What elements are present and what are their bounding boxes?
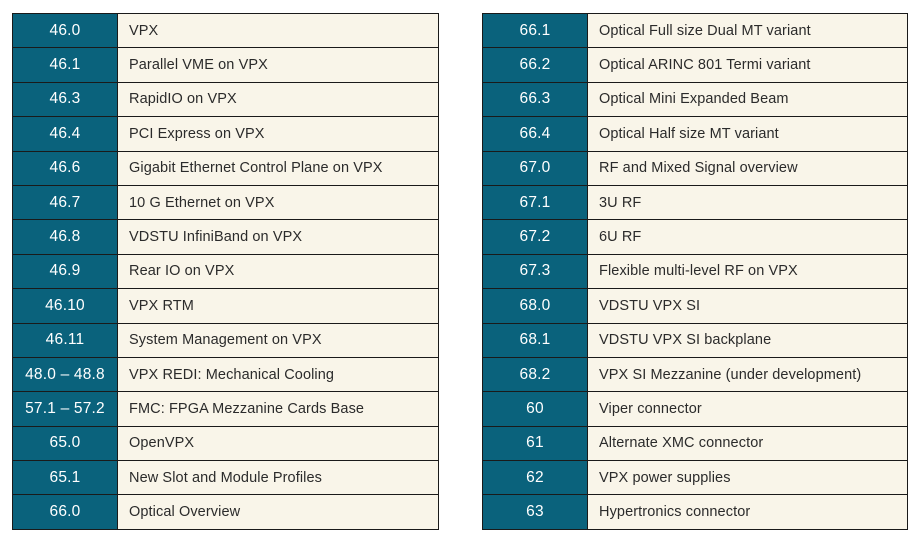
table-row: 46.10 VPX RTM [12, 288, 439, 324]
table-row: 68.0 VDSTU VPX SI [482, 288, 908, 324]
spec-number: 66.4 [482, 116, 588, 152]
spec-title: Optical ARINC 801 Termi variant [587, 47, 908, 83]
table-row: 68.1 VDSTU VPX SI backplane [482, 322, 908, 358]
table-row: 65.0 OpenVPX [12, 425, 439, 462]
spec-title: 6U RF [587, 219, 908, 255]
table-row: 63 Hypertronics connector [482, 494, 908, 530]
spec-title: Gigabit Ethernet Control Plane on VPX [117, 150, 439, 186]
table-row: 46.3 RapidIO on VPX [12, 81, 439, 118]
table-row: 67.2 6U RF [482, 219, 908, 255]
spec-number: 46.6 [12, 150, 118, 186]
table-row: 66.2 Optical ARINC 801 Termi variant [482, 47, 908, 83]
spec-number: 67.0 [482, 150, 588, 186]
spec-number: 65.1 [12, 460, 118, 496]
spec-title: RapidIO on VPX [117, 81, 439, 118]
table-row: 46.4 PCI Express on VPX [12, 116, 439, 152]
spec-number: 46.8 [12, 219, 118, 255]
table-row: 46.11 System Management on VPX [12, 322, 439, 358]
spec-title: 10 G Ethernet on VPX [117, 184, 439, 221]
table-row: 60 Viper connector [482, 391, 908, 427]
spec-title: VDSTU InfiniBand on VPX [117, 219, 439, 255]
spec-number: 66.3 [482, 81, 588, 118]
spec-title: Optical Half size MT variant [587, 116, 908, 152]
spec-title: Rear IO on VPX [117, 253, 439, 290]
spec-number: 68.1 [482, 322, 588, 358]
table-row: 46.0 VPX [12, 12, 439, 49]
spec-title: VDSTU VPX SI backplane [587, 322, 908, 358]
spec-number: 46.10 [12, 288, 118, 324]
spec-number: 46.3 [12, 81, 118, 118]
spec-title: VPX SI Mezzanine (under development) [587, 356, 908, 393]
spec-number: 67.3 [482, 253, 588, 290]
spec-number: 68.0 [482, 288, 588, 324]
table-row: 66.3 Optical Mini Expanded Beam [482, 81, 908, 118]
table-row: 68.2 VPX SI Mezzanine (under development) [482, 356, 908, 393]
table-row: 46.8 VDSTU InfiniBand on VPX [12, 219, 439, 255]
table-row: 46.1 Parallel VME on VPX [12, 47, 439, 83]
spec-number: 61 [482, 425, 588, 462]
spec-title: Optical Overview [117, 494, 439, 530]
table-row: 62 VPX power supplies [482, 460, 908, 496]
spec-number: 62 [482, 460, 588, 496]
spec-number: 48.0 – 48.8 [12, 356, 118, 393]
spec-title: Viper connector [587, 391, 908, 427]
table-row: 67.0 RF and Mixed Signal overview [482, 150, 908, 186]
spec-title: VPX RTM [117, 288, 439, 324]
spec-number: 46.7 [12, 184, 118, 221]
spec-number: 46.4 [12, 116, 118, 152]
spec-title: FMC: FPGA Mezzanine Cards Base [117, 391, 439, 427]
table-row: 46.6 Gigabit Ethernet Control Plane on VP… [12, 150, 439, 186]
spec-title: VDSTU VPX SI [587, 288, 908, 324]
spec-title: VPX REDI: Mechanical Cooling [117, 356, 439, 393]
spec-title: Alternate XMC connector [587, 425, 908, 462]
spec-number: 46.11 [12, 322, 118, 358]
table-row: 61 Alternate XMC connector [482, 425, 908, 462]
spec-title: Optical Mini Expanded Beam [587, 81, 908, 118]
spec-number: 67.1 [482, 184, 588, 221]
spec-title: RF and Mixed Signal overview [587, 150, 908, 186]
table-row: 46.9 Rear IO on VPX [12, 253, 439, 290]
spec-number: 66.1 [482, 12, 588, 49]
table-row: 66.0 Optical Overview [12, 494, 439, 530]
spec-number: 68.2 [482, 356, 588, 393]
table-row: 57.1 – 57.2 FMC: FPGA Mezzanine Cards Bas… [12, 391, 439, 427]
spec-title: VPX [117, 12, 439, 49]
table-row: 67.3 Flexible multi-level RF on VPX [482, 253, 908, 290]
spec-number: 57.1 – 57.2 [12, 391, 118, 427]
spec-title: Flexible multi-level RF on VPX [587, 253, 908, 290]
spec-number: 67.2 [482, 219, 588, 255]
spec-number: 46.0 [12, 12, 118, 49]
spec-number: 65.0 [12, 425, 118, 462]
table-row: 65.1 New Slot and Module Profiles [12, 460, 439, 496]
table-row: 46.7 10 G Ethernet on VPX [12, 184, 439, 221]
spec-title: Parallel VME on VPX [117, 47, 439, 83]
spec-title: 3U RF [587, 184, 908, 221]
table-row: 67.1 3U RF [482, 184, 908, 221]
spec-number: 66.0 [12, 494, 118, 530]
spec-title: Optical Full size Dual MT variant [587, 12, 908, 49]
spec-title: OpenVPX [117, 425, 439, 462]
spec-title: Hypertronics connector [587, 494, 908, 530]
spec-title: VPX power supplies [587, 460, 908, 496]
table-row: 66.4 Optical Half size MT variant [482, 116, 908, 152]
spec-title: System Management on VPX [117, 322, 439, 358]
spec-number: 60 [482, 391, 588, 427]
spec-number: 46.1 [12, 47, 118, 83]
spec-number: 63 [482, 494, 588, 530]
spec-number: 46.9 [12, 253, 118, 290]
table-row: 66.1 Optical Full size Dual MT variant [482, 12, 908, 49]
table-row: 48.0 – 48.8 VPX REDI: Mechanical Cooling [12, 356, 439, 393]
spec-table-right: 66.1 Optical Full size Dual MT variant 66… [482, 12, 908, 530]
spec-number: 66.2 [482, 47, 588, 83]
spec-title: PCI Express on VPX [117, 116, 439, 152]
spec-title: New Slot and Module Profiles [117, 460, 439, 496]
spec-table-left: 46.0 VPX 46.1 Parallel VME on VPX 46.3 Rapi… [12, 12, 439, 530]
